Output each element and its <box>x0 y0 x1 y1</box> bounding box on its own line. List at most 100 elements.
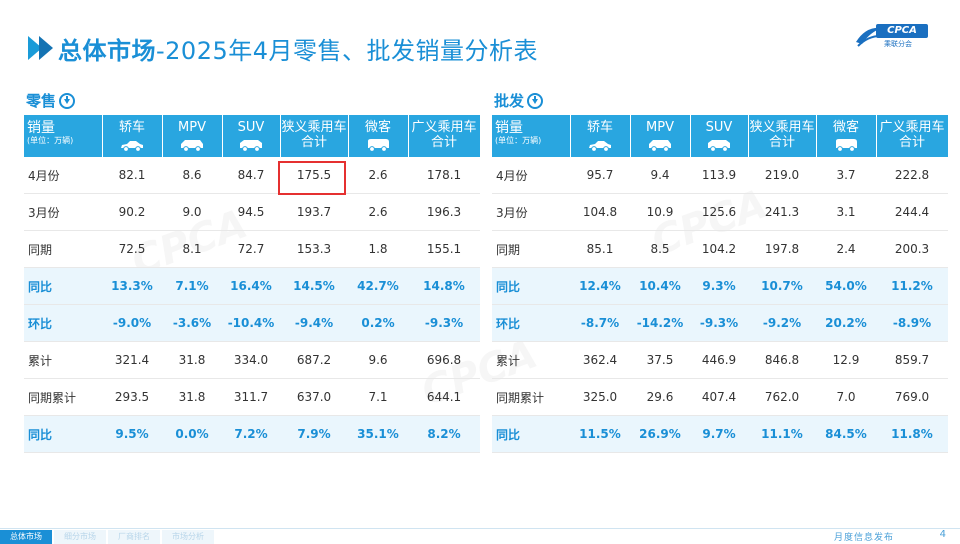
footer-tab[interactable]: 厂商排名 <box>108 530 160 544</box>
column-header: 狭义乘用车 合计 <box>280 115 349 157</box>
table-cell: -9.0% <box>102 304 162 342</box>
table-cell: 12.9 <box>816 341 876 379</box>
row-label: 同比 <box>492 267 570 305</box>
table-cell: 197.8 <box>748 230 816 268</box>
highlight-box <box>278 161 346 195</box>
minivan-icon <box>836 139 857 152</box>
table-cell: -9.3% <box>408 304 480 342</box>
footer-tab[interactable]: 市场分析 <box>162 530 214 544</box>
table-cell: 846.8 <box>748 341 816 379</box>
table-cell: 2.6 <box>348 193 408 231</box>
row-label: 3月份 <box>24 193 102 231</box>
table-cell: 16.4% <box>222 267 280 305</box>
column-header-label: 微客 <box>364 120 391 135</box>
table-cell: 762.0 <box>748 378 816 416</box>
table-row: 同期累计 325.0 29.6 407.4 762.0 7.0 769.0 <box>492 378 948 416</box>
row-label: 4月份 <box>492 157 570 194</box>
table-cell: 7.1% <box>162 267 222 305</box>
table-cell: 7.0 <box>816 378 876 416</box>
cpca-logo: CPCA 乘联分会 <box>854 22 934 50</box>
table-cell: 37.5 <box>630 341 690 379</box>
footer-tab[interactable]: 总体市场 <box>0 530 52 544</box>
table-cell: 9.0 <box>162 193 222 231</box>
column-header-label: 轿车 <box>586 120 613 135</box>
column-header: 广义乘用车 合计 <box>408 115 481 157</box>
table-cell: 10.4% <box>630 267 690 305</box>
table-row: 累计 321.4 31.8 334.0 687.2 9.6 696.8 <box>24 341 480 379</box>
sedan-icon <box>121 141 143 152</box>
table-cell: 84.5% <box>816 415 876 453</box>
suv-icon <box>240 140 262 152</box>
table-cell: 42.7% <box>348 267 408 305</box>
table-cell: 859.7 <box>876 341 948 379</box>
table-cell: 9.3% <box>690 267 748 305</box>
table-row: 同期 72.5 8.1 72.7 153.3 1.8 155.1 <box>24 230 480 268</box>
table-cell: 321.4 <box>102 341 162 379</box>
column-header: 轿车 <box>570 115 631 157</box>
table-row: 累计 362.4 37.5 446.9 846.8 12.9 859.7 <box>492 341 948 379</box>
table-cell: 94.5 <box>222 193 280 231</box>
column-header: MPV <box>162 115 223 157</box>
table-cell: 407.4 <box>690 378 748 416</box>
row-label: 4月份 <box>24 157 102 194</box>
arrow-down-circle-icon <box>59 92 76 109</box>
table-cell: 8.5 <box>630 230 690 268</box>
table-cell: 11.5% <box>570 415 630 453</box>
table-cell: 2.4 <box>816 230 876 268</box>
table-cell: -10.4% <box>222 304 280 342</box>
table-cell: 29.6 <box>630 378 690 416</box>
column-header-label: 狭义乘用车 <box>749 120 815 135</box>
table-cell: 31.8 <box>162 341 222 379</box>
table-cell: -8.9% <box>876 304 948 342</box>
table-cell: -8.7% <box>570 304 630 342</box>
table-cell: 9.4 <box>630 157 690 194</box>
table-row: 4月份 82.1 8.6 84.7 175.5 2.6 178.1 <box>24 157 480 194</box>
row-label: 同期 <box>492 230 570 268</box>
table-cell: 311.7 <box>222 378 280 416</box>
mpv-icon <box>649 140 671 152</box>
table-cell: 125.6 <box>690 193 748 231</box>
row-label: 同期累计 <box>492 378 570 416</box>
table-cell: 3.1 <box>816 193 876 231</box>
row-label: 累计 <box>492 341 570 379</box>
table-cell: 12.4% <box>570 267 630 305</box>
row-label: 同比 <box>24 415 102 453</box>
table-cell: -14.2% <box>630 304 690 342</box>
table-cell: -3.6% <box>162 304 222 342</box>
table-cell: 222.8 <box>876 157 948 194</box>
table-row: 3月份 104.8 10.9 125.6 241.3 3.1 244.4 <box>492 193 948 231</box>
header-corner: 销量 (单位：万辆) <box>492 115 571 157</box>
table-cell: 7.1 <box>348 378 408 416</box>
footer-tab[interactable]: 细分市场 <box>54 530 106 544</box>
wholesale-section-label: 批发 <box>494 90 544 111</box>
minivan-icon <box>368 139 389 152</box>
table-cell: 7.2% <box>222 415 280 453</box>
table-header-row: 销量 (单位：万辆) 轿车 MPV SUV 狭义乘用车 合计 微客 广义乘用车 合计 <box>24 115 481 157</box>
header-corner-label: 销量 <box>495 120 523 136</box>
column-header: 微客 <box>348 115 409 157</box>
logo-subtext: 乘联分会 <box>884 40 912 48</box>
table-cell: 644.1 <box>408 378 480 416</box>
table-cell: 7.9% <box>280 415 348 453</box>
table-cell: 20.2% <box>816 304 876 342</box>
table-cell: 769.0 <box>876 378 948 416</box>
column-header-label: 广义乘用车 <box>879 120 945 135</box>
retail-section-label: 零售 <box>26 90 76 111</box>
table-row: 3月份 90.2 9.0 94.5 193.7 2.6 196.3 <box>24 193 480 231</box>
table-cell: 8.6 <box>162 157 222 194</box>
table-cell: 26.9% <box>630 415 690 453</box>
column-header-label: 合计 <box>300 135 327 150</box>
table-cell: 446.9 <box>690 341 748 379</box>
table-cell: 90.2 <box>102 193 162 231</box>
column-header-label: MPV <box>646 120 674 135</box>
footer: 总体市场 细分市场 厂商排名 市场分析 月度信息发布 4 <box>0 524 960 544</box>
row-label: 3月份 <box>492 193 570 231</box>
row-label: 同比 <box>24 267 102 305</box>
column-header: SUV <box>690 115 749 157</box>
table-cell: 72.7 <box>222 230 280 268</box>
table-cell: 325.0 <box>570 378 630 416</box>
logo-text: CPCA <box>876 24 928 38</box>
header-unit: (单位：万辆) <box>495 136 542 145</box>
table-row: 4月份 95.7 9.4 113.9 219.0 3.7 222.8 <box>492 157 948 194</box>
column-header-label: 合计 <box>430 135 457 150</box>
